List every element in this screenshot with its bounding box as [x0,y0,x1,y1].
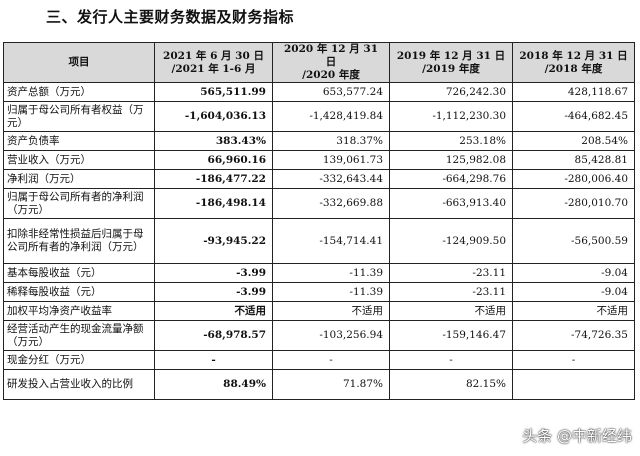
table-row: 归属于母公司所有者的净利润（万元） -186,498.14 -332,669.88-… [3,188,635,219]
table-row: 归属于母公司所有者权益（万元） -1,604,036.13 -1,428,419.8… [3,101,635,132]
table-row: 经营活动产生的现金流量净额（万元） -68,978.57 -103,256.94 -1… [3,320,635,351]
row-label: 扣除非经常性损益后归属于母公司所有者的净利润（万元） [3,218,155,264]
header-2019: 2019 年 12 月 31 日/2019 年度 [389,42,513,83]
financial-table: 项目 2021 年 6 月 30 日/2021 年 1-6 月 2020 年 1… [3,42,635,400]
cell-value: -332,669.88 [272,188,390,219]
cell-value: 318.37% [272,131,390,151]
row-label: 资产总额（万元） [3,82,155,102]
header-2020: 2020 年 12 月 31 日/2020 年度 [272,42,390,83]
cell-value: 85,428.81 [512,150,635,170]
row-label: 资产负债率 [3,131,155,151]
cell-value: 208.54% [512,131,635,151]
cell-value: 不适用 [154,301,273,321]
cell-value: -9.04 [512,282,635,302]
row-label: 净利润（万元） [3,169,155,189]
row-label: 加权平均净资产收益率 [3,301,155,321]
watermark: 头条 @中新经纬 [500,425,632,446]
row-label: 研发投入占营业收入的比例 [3,369,155,400]
cell-value: 565,511.99 [154,82,273,102]
cell-value: -280,010.70 [512,188,635,219]
watermark-text: 头条 @中新经纬 [522,427,632,445]
row-label: 稀释每股收益（元） [3,282,155,302]
table-row: 加权平均净资产收益率 不适用 不适用 不适用 不适用 [3,301,635,321]
cell-value: 383.43% [154,131,273,151]
row-label: 基本每股收益（元） [3,263,155,283]
cell-value: 726,242.30 [389,82,513,102]
toutiao-logo-icon [500,427,519,444]
cell-value: -74,726.35 [512,320,635,351]
cell-value: 82.15% [389,369,513,400]
cell-value: -3.99 [154,263,273,283]
cell-value: 428,118.67 [512,82,635,102]
table-row: 营业收入（万元） 66,960.16 139,061.73 125,982.08 85,… [3,150,635,170]
table-row: 净利润（万元） -186,477.22 -332,643.44 -664,298.76… [3,169,635,189]
cell-value: 139,061.73 [272,150,390,170]
cell-value: -159,146.47 [389,320,513,351]
cell-value: - [512,350,635,370]
cell-value: -154,714.41 [272,218,390,264]
cell-value: -464,682.45 [512,101,635,132]
cell-value: - [389,350,513,370]
cell-value: -1,428,419.84 [272,101,390,132]
row-label: 经营活动产生的现金流量净额（万元） [3,320,155,351]
cell-value: -124,909.50 [389,218,513,264]
cell-value: -23.11 [389,282,513,302]
cell-value: 71.87% [272,369,390,400]
cell-value: -663,913.40 [389,188,513,219]
row-label: 营业收入（万元） [3,150,155,170]
header-2021h1: 2021 年 6 月 30 日/2021 年 1-6 月 [154,42,273,83]
cell-value: -332,643.44 [272,169,390,189]
cell-value: -103,256.94 [272,320,390,351]
cell-value: 125,982.08 [389,150,513,170]
cell-value: -11.39 [272,282,390,302]
row-label: 归属于母公司所有者的净利润（万元） [3,188,155,219]
cell-value [512,369,635,400]
row-label: 现金分红（万元） [3,350,155,370]
cell-value: 不适用 [512,301,635,321]
cell-value: 66,960.16 [154,150,273,170]
table-row: 基本每股收益（元） -3.99 -11.39 -23.11 -9.04 [3,263,635,283]
table-row: 资产总额（万元） 565,511.99 653,577.24 726,242.30 42… [3,82,635,102]
row-label: 归属于母公司所有者权益（万元） [3,101,155,132]
cell-value: -664,298.76 [389,169,513,189]
header-item: 项目 [3,42,155,83]
cell-value: -280,006.40 [512,169,635,189]
header-2018: 2018 年 12 月 31 日/2018 年度 [512,42,635,83]
section-title: 三、发行人主要财务数据及财务指标 [46,8,295,26]
table-row: 稀释每股收益（元） -3.99 -11.39 -23.11 -9.04 [3,282,635,302]
cell-value: -93,945.22 [154,218,273,264]
cell-value: 不适用 [389,301,513,321]
cell-value: 不适用 [272,301,390,321]
cell-value: -3.99 [154,282,273,302]
cell-value: -9.04 [512,263,635,283]
cell-value: -23.11 [389,263,513,283]
cell-value: -1,112,230.30 [389,101,513,132]
cell-value: -1,604,036.13 [154,101,273,132]
cell-value: 253.18% [389,131,513,151]
cell-value: -68,978.57 [154,320,273,351]
cell-value: 653,577.24 [272,82,390,102]
cell-value: -186,477.22 [154,169,273,189]
table-header-row: 项目 2021 年 6 月 30 日/2021 年 1-6 月 2020 年 1… [3,42,635,83]
cell-value: -56,500.59 [512,218,635,264]
table-row: 现金分红（万元） - - - - [3,350,635,370]
cell-value: - [154,350,273,370]
table-row: 资产负债率 383.43% 318.37% 253.18% 208.54% [3,131,635,151]
cell-value: - [272,350,390,370]
cell-value: -11.39 [272,263,390,283]
table-row: 扣除非经常性损益后归属于母公司所有者的净利润（万元） -93,945.22 -154… [3,218,635,264]
cell-value: -186,498.14 [154,188,273,219]
table-row: 研发投入占营业收入的比例 88.49% 71.87% 82.15% [3,369,635,400]
cell-value: 88.49% [154,369,273,400]
